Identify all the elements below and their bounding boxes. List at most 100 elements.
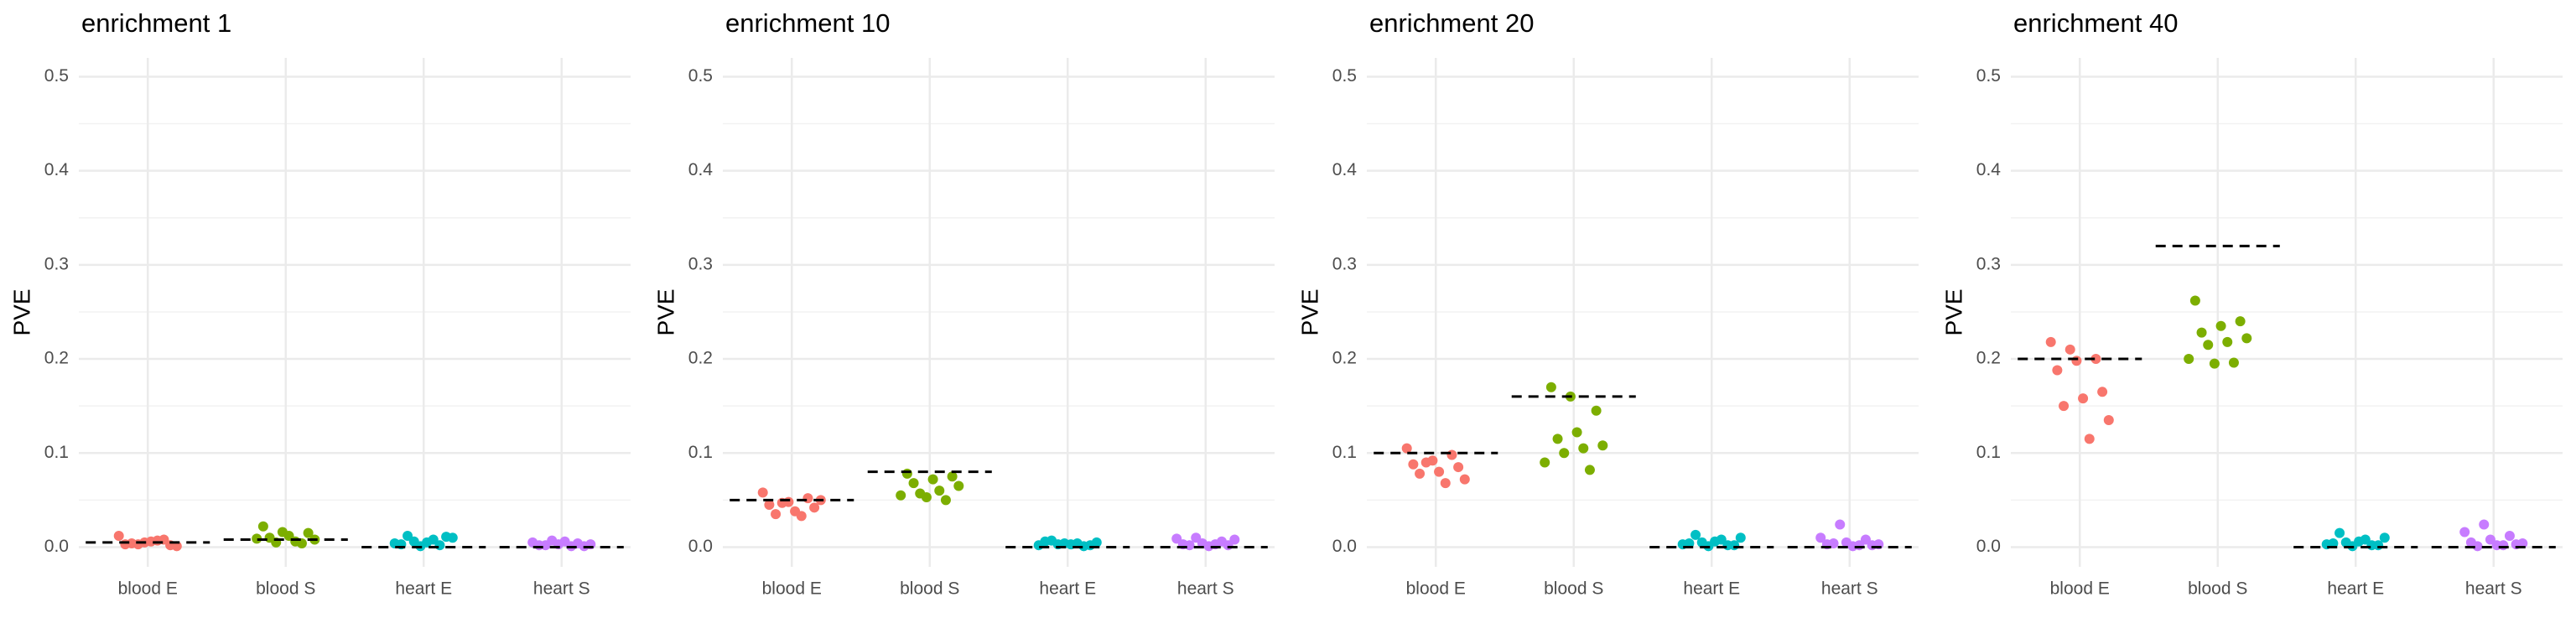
x-tick-label: blood E	[1406, 579, 1466, 599]
facet-title: enrichment 1	[81, 8, 231, 38]
point	[152, 535, 163, 546]
point	[1434, 466, 1445, 477]
point	[2045, 336, 2056, 347]
point	[908, 478, 919, 489]
y-tick-label: 0.4	[688, 160, 714, 179]
point	[2209, 358, 2220, 369]
point	[113, 530, 124, 541]
point	[1584, 465, 1595, 475]
y-tick-label: 0.1	[1332, 443, 1357, 462]
x-tick-label: heart S	[533, 579, 590, 599]
facet: enrichment 20 PVE 0.0 0.1 0.2 0.3 0.4 0.5 blood …	[1296, 8, 1919, 599]
x-tick-label: blood S	[2188, 579, 2247, 599]
x-tick-label: blood S	[900, 579, 959, 599]
point	[757, 487, 768, 498]
point	[2078, 393, 2089, 404]
point	[896, 490, 906, 501]
y-tick-label: 0.0	[44, 537, 69, 556]
y-tick-label: 0.3	[1976, 254, 2001, 273]
point	[2222, 336, 2233, 347]
point	[2354, 536, 2365, 547]
x-tick-label: blood E	[118, 579, 178, 599]
point	[1735, 532, 1746, 543]
point	[2103, 414, 2114, 425]
y-tick-label: 0.0	[1976, 537, 2001, 556]
point	[1835, 519, 1846, 530]
point	[764, 499, 775, 510]
facet: enrichment 10 PVE 0.0 0.1 0.2 0.3 0.4 0.5 blood …	[652, 8, 1275, 599]
point	[2084, 434, 2095, 444]
y-axis-label: PVE	[1940, 288, 1966, 335]
y-tick-label: 0.3	[688, 254, 713, 273]
point	[1453, 462, 1464, 473]
y-tick-label: 0.5	[688, 66, 713, 86]
y-tick-label: 0.3	[1332, 254, 1357, 273]
point	[796, 511, 807, 522]
x-tick-label: blood S	[256, 579, 315, 599]
point	[2097, 387, 2108, 397]
y-tick-label: 0.4	[44, 160, 70, 179]
y-tick-label: 0.2	[1976, 349, 2001, 368]
point	[1440, 478, 1451, 489]
x-tick-label: blood E	[2050, 579, 2110, 599]
point	[1184, 540, 1195, 551]
point	[2379, 532, 2390, 543]
point	[303, 527, 314, 538]
point	[2059, 401, 2070, 412]
point	[901, 468, 912, 479]
point	[2064, 344, 2075, 355]
point	[1710, 536, 1721, 547]
point	[1040, 536, 1051, 547]
point	[1591, 405, 1602, 416]
point	[802, 493, 813, 504]
point	[927, 474, 938, 485]
y-tick-label: 0.3	[44, 254, 69, 273]
point	[2184, 354, 2194, 365]
x-tick-label: heart S	[1177, 579, 1234, 599]
point	[1401, 443, 1412, 454]
point	[921, 491, 932, 502]
point	[1854, 540, 1865, 551]
point	[1545, 382, 1556, 392]
point	[771, 509, 782, 520]
point	[1559, 448, 1570, 459]
point	[2241, 333, 2252, 344]
x-tick-label: blood S	[1544, 579, 1603, 599]
point	[1729, 540, 1740, 551]
point	[1446, 449, 1457, 460]
point	[132, 539, 143, 550]
facet: enrichment 40 PVE 0.0 0.1 0.2 0.3 0.4 0.5 blood …	[1940, 8, 2563, 599]
point	[953, 480, 964, 491]
facet-title: enrichment 40	[2013, 8, 2178, 38]
point	[277, 527, 288, 538]
y-tick-label: 0.4	[1976, 160, 2002, 179]
y-tick-label: 0.4	[1332, 160, 1358, 179]
point	[2196, 327, 2207, 338]
y-tick-label: 0.1	[1976, 443, 2001, 462]
point	[809, 502, 820, 513]
point	[252, 533, 262, 544]
point	[434, 540, 445, 551]
y-axis-label: PVE	[8, 288, 34, 335]
y-tick-label: 0.1	[688, 443, 713, 462]
point	[2215, 320, 2226, 331]
point	[2334, 527, 2345, 538]
point	[1552, 434, 1563, 444]
point	[540, 540, 551, 551]
point	[1408, 459, 1419, 470]
point	[1597, 440, 1608, 451]
x-tick-label: blood E	[762, 579, 822, 599]
x-tick-label: heart E	[2327, 579, 2384, 599]
y-tick-label: 0.1	[44, 443, 69, 462]
point	[1415, 468, 1426, 479]
point	[1690, 529, 1701, 540]
point	[2235, 316, 2246, 327]
y-tick-label: 0.5	[44, 66, 69, 86]
point	[2052, 365, 2063, 376]
point	[947, 471, 958, 482]
point	[940, 495, 951, 506]
point	[2459, 527, 2470, 538]
y-tick-label: 0.2	[688, 349, 713, 368]
y-tick-label: 0.2	[1332, 349, 1357, 368]
